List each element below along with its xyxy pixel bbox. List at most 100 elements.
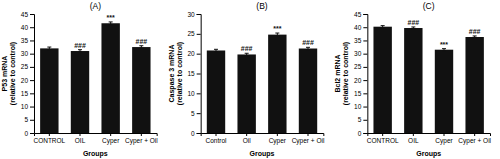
y-tick-mark — [197, 93, 201, 94]
panel: 051015202530ControlOilCyperCyper + Oil##… — [168, 1, 325, 158]
bar — [404, 28, 422, 133]
y-tick-mark — [197, 54, 201, 55]
y-tick-mark — [197, 113, 201, 114]
x-tick-mark — [382, 133, 383, 136]
x-tick: Cyper — [269, 133, 287, 145]
error-bar-cap — [78, 52, 82, 53]
x-tick-label: Oil — [243, 137, 252, 144]
bar — [237, 54, 255, 133]
y-tick-label: 15 — [21, 90, 29, 97]
y-tick-mark — [363, 40, 367, 41]
y-tick-mark — [30, 133, 34, 134]
y-tick-label: 35 — [354, 37, 362, 44]
y-tick-label: 10 — [21, 103, 29, 110]
x-tick-label: Cyper + Oil — [458, 137, 491, 145]
error-bar-cap — [306, 49, 310, 50]
error-bar-cap — [473, 38, 477, 39]
y-tick-mark — [30, 120, 34, 121]
error-bar-cap — [47, 47, 51, 48]
x-tick: CONTROL — [367, 133, 399, 144]
y-tick-mark — [363, 107, 367, 108]
error-bar — [306, 47, 310, 49]
x-tick-mark — [413, 133, 414, 136]
x-tick-mark — [444, 133, 445, 136]
y-axis: 051015202530354045 — [354, 11, 368, 137]
y-tick: 0 — [191, 130, 201, 137]
y-tick-label: 15 — [354, 90, 362, 97]
y-tick-label: 30 — [187, 11, 195, 18]
plot-area — [207, 33, 317, 133]
y-tick-mark — [30, 14, 34, 15]
y-tick-mark — [363, 120, 367, 121]
annotation: ### — [135, 38, 147, 45]
y-tick: 15 — [187, 70, 200, 77]
y-axis-title-line: (relative to control) — [176, 42, 184, 105]
annotation: ### — [407, 19, 419, 26]
error-bar-cap — [245, 55, 249, 56]
x-tick-label: Cyper — [102, 137, 120, 145]
annotation: ### — [469, 28, 481, 35]
annotation: ### — [241, 45, 253, 52]
y-tick: 25 — [21, 63, 34, 70]
error-bar — [214, 49, 218, 51]
y-tick-mark — [363, 80, 367, 81]
y-tick: 40 — [354, 24, 367, 31]
y-tick-mark — [197, 34, 201, 35]
x-tick-mark — [216, 133, 217, 136]
y-tick-mark — [30, 40, 34, 41]
y-tick: 20 — [354, 77, 367, 84]
y-tick-label: 30 — [354, 50, 362, 57]
y-tick: 45 — [354, 11, 367, 18]
x-axis-title: Groups — [416, 150, 441, 158]
y-axis-title-line: P53 mRNA — [1, 56, 8, 92]
y-tick-label: 0 — [358, 130, 362, 137]
x-tick-label: Cyper — [269, 137, 287, 145]
x-tick: Oil — [243, 133, 252, 144]
y-tick-mark — [197, 133, 201, 134]
y-tick: 10 — [187, 90, 200, 97]
x-tick: Cyper + Oil — [125, 133, 158, 145]
error-bar-cap — [442, 48, 446, 49]
y-tick-mark — [363, 14, 367, 15]
y-tick-label: 5 — [358, 116, 362, 123]
annotation: *** — [273, 25, 281, 32]
x-tick-mark — [141, 133, 142, 136]
error-bar — [473, 36, 477, 38]
error-bar-cap — [275, 33, 279, 34]
y-axis-title: P53 mRNA(relative to control) — [1, 42, 17, 105]
x-tick-mark — [110, 133, 111, 136]
y-tick-mark — [197, 74, 201, 75]
y-tick-mark — [363, 54, 367, 55]
bar — [207, 50, 225, 133]
y-tick-mark — [30, 107, 34, 108]
error-bar — [78, 50, 82, 53]
bar — [71, 51, 89, 133]
x-tick-label: Cyper + Oil — [292, 137, 325, 145]
y-axis-title-line: Bcl2 mRNA — [334, 54, 341, 92]
error-bar — [442, 49, 446, 51]
x-tick-mark — [49, 133, 50, 136]
y-tick-mark — [197, 14, 201, 15]
plot-area — [40, 22, 150, 133]
y-tick: 5 — [191, 110, 201, 117]
y-tick-label: 35 — [21, 37, 29, 44]
panel: 051015202530354045CONTROLOILCyperCyper +… — [334, 1, 491, 158]
annotation: *** — [440, 41, 448, 48]
error-bar-cap — [442, 50, 446, 51]
y-tick-mark — [30, 27, 34, 28]
y-tick-label: 25 — [354, 63, 362, 70]
error-bar — [275, 33, 279, 36]
x-tick-mark — [308, 133, 309, 136]
y-tick: 0 — [24, 130, 34, 137]
y-tick-mark — [363, 133, 367, 134]
annotation: ### — [74, 42, 86, 49]
y-tick-label: 15 — [187, 70, 195, 77]
x-tick-label: Cyper — [435, 137, 453, 145]
y-tick-label: 10 — [187, 90, 195, 97]
x-axis: CONTROLOILCyperCyper + Oil — [33, 133, 158, 145]
y-tick: 25 — [187, 30, 200, 37]
y-axis-line — [197, 15, 202, 134]
error-bar-cap — [214, 49, 218, 50]
y-tick: 20 — [21, 77, 34, 84]
x-axis-title: Groups — [250, 150, 275, 158]
